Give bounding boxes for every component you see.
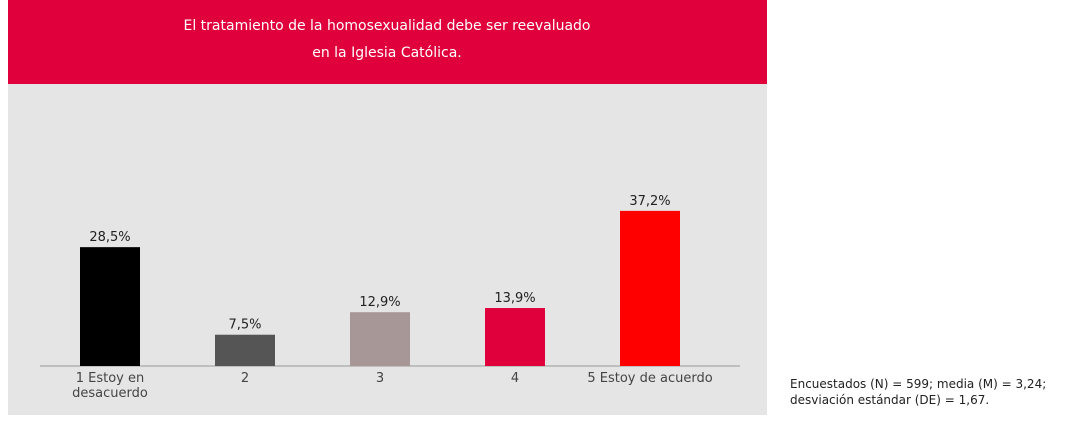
bar [80,247,140,366]
footnote: Encuestados (N) = 599; media (M) = 3,24;… [790,377,1047,407]
bar [620,210,680,366]
x-tick-label: 3 [375,371,385,386]
x-tick-label: 5 Estoy de acuerdo [587,371,713,386]
x-tick-label: 1 Estoy en desacuerdo [72,371,148,401]
x-tick-label: 4 [510,371,520,386]
value-label: 7,5% [228,318,261,333]
chart-title: El tratamiento de la homosexualidad debe… [184,18,591,34]
chart-header [8,0,767,84]
x-tick-label: 2 [240,371,250,386]
value-label: 13,9% [494,291,535,306]
value-label: 28,5% [89,230,130,245]
bar [215,334,275,366]
bar [485,308,545,366]
chart-title: en la Iglesia Católica. [312,45,462,61]
value-label: 12,9% [359,295,400,310]
bar [350,312,410,366]
value-label: 37,2% [629,194,670,209]
